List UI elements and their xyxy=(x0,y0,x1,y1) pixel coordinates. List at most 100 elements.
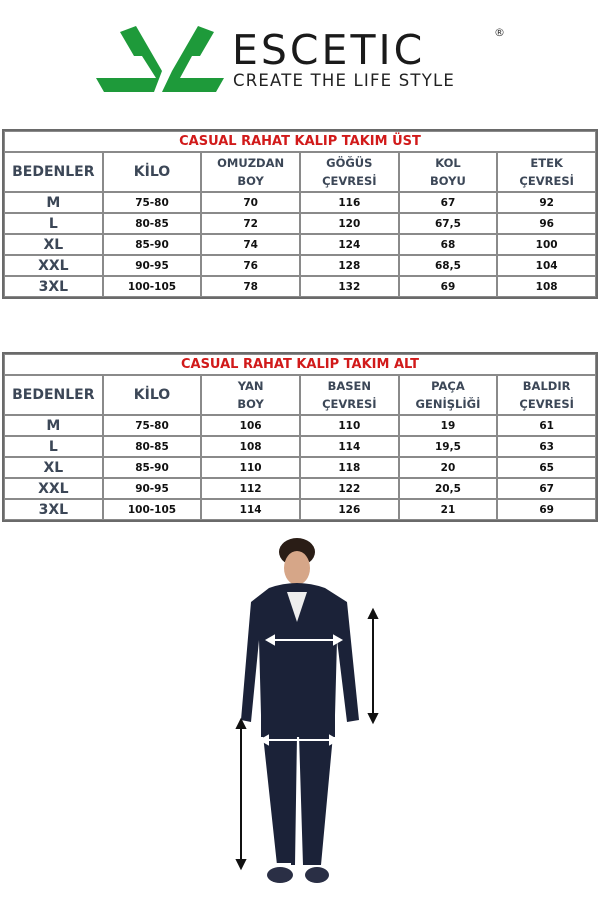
column-header-line: KİLO xyxy=(133,164,171,180)
model-measurement-illustration xyxy=(235,538,379,883)
value-cell: 100 xyxy=(497,234,596,255)
value-cell: 78 xyxy=(201,276,300,297)
table-row: 3XL 100-105 78 132 69 108 xyxy=(4,276,596,297)
size-cell: M xyxy=(4,415,103,436)
size-cell: XL xyxy=(4,457,103,478)
value-cell: 112 xyxy=(201,478,300,499)
column-header: PAÇA GENİŞLİĞİ xyxy=(398,375,498,415)
value-cell: 100-105 xyxy=(102,499,202,520)
value-cell: 110 xyxy=(201,457,300,478)
column-header-line: YAN xyxy=(237,379,264,393)
value-cell: 67,5 xyxy=(398,213,498,234)
value-cell: 69 xyxy=(497,499,596,520)
column-header-line: ÇEVRESİ xyxy=(519,174,574,188)
value-cell: 132 xyxy=(299,276,399,297)
table-row: XL 85-90 110 118 20 65 xyxy=(4,457,596,478)
table-row: L 80-85 72 120 67,5 96 xyxy=(4,213,596,234)
column-header: KİLO xyxy=(102,375,202,415)
column-header-line: PAÇA xyxy=(431,379,465,393)
value-cell: 65 xyxy=(497,457,596,478)
table-row: 3XL 100-105 114 126 21 69 xyxy=(4,499,596,520)
value-cell: 90-95 xyxy=(102,478,202,499)
value-cell: 67 xyxy=(497,478,596,499)
model-face xyxy=(284,551,310,585)
column-header-line: OMUZDAN xyxy=(217,156,285,170)
value-cell: 108 xyxy=(201,436,300,457)
value-cell: 20,5 xyxy=(398,478,498,499)
column-header-line: BOY xyxy=(237,397,264,411)
column-header: BASEN ÇEVRESİ xyxy=(299,375,399,415)
column-header: KİLO xyxy=(102,152,202,192)
column-header-line: BALDIR xyxy=(522,379,571,393)
column-header-line: GÖĞÜS xyxy=(326,156,373,170)
size-cell: M xyxy=(4,192,103,213)
value-cell: 61 xyxy=(497,415,596,436)
table-row: XXL 90-95 112 122 20,5 67 xyxy=(4,478,596,499)
model-left-shoe xyxy=(267,867,293,883)
header-row: BEDENLER KİLO OMUZDAN BOY GÖĞÜS ÇEVRESİ KOL BOY… xyxy=(4,152,596,192)
size-cell: 3XL xyxy=(4,499,103,520)
value-cell: 114 xyxy=(299,436,399,457)
column-header-line: BOYU xyxy=(430,174,466,188)
value-cell: 100-105 xyxy=(102,276,202,297)
value-cell: 74 xyxy=(201,234,300,255)
value-cell: 114 xyxy=(201,499,300,520)
column-header: BALDIR ÇEVRESİ xyxy=(497,375,596,415)
value-cell: 128 xyxy=(299,255,399,276)
brand-name: ESCETIC xyxy=(232,26,426,74)
column-header-line: BEDENLER xyxy=(12,164,95,180)
measurement-arrows-white xyxy=(258,634,344,865)
measurement-arrows-black xyxy=(235,607,379,871)
value-cell: 85-90 xyxy=(102,457,202,478)
value-cell: 67 xyxy=(398,192,498,213)
table-row: XXL 90-95 76 128 68,5 104 xyxy=(4,255,596,276)
registered-mark: ® xyxy=(494,26,505,39)
value-cell: 68 xyxy=(398,234,498,255)
model-right-shoe xyxy=(305,867,329,883)
size-cell: XL xyxy=(4,234,103,255)
size-cell: 3XL xyxy=(4,276,103,297)
table-row: M 75-80 106 110 19 61 xyxy=(4,415,596,436)
column-header: KOL BOYU xyxy=(398,152,498,192)
column-header-line: KİLO xyxy=(133,387,171,403)
logo-left-mark xyxy=(96,26,162,92)
value-cell: 104 xyxy=(497,255,596,276)
logo-right-mark xyxy=(162,26,224,92)
column-header-line: BOY xyxy=(237,174,264,188)
value-cell: 92 xyxy=(497,192,596,213)
value-cell: 19,5 xyxy=(398,436,498,457)
table-row: XL 85-90 74 124 68 100 xyxy=(4,234,596,255)
value-cell: 75-80 xyxy=(102,192,202,213)
value-cell: 68,5 xyxy=(398,255,498,276)
column-header-line: GENİŞLİĞİ xyxy=(415,397,481,411)
top-size-table: CASUAL RAHAT KALIP TAKIM ÜST BEDENLER KİLO… xyxy=(2,129,598,299)
column-header-line: KOL xyxy=(435,156,461,170)
value-cell: 85-90 xyxy=(102,234,202,255)
value-cell: 116 xyxy=(299,192,399,213)
escetic-logo-icon xyxy=(96,26,224,92)
column-header-line: BEDENLER xyxy=(12,387,95,403)
value-cell: 21 xyxy=(398,499,498,520)
value-cell: 70 xyxy=(201,192,300,213)
column-header-line: ÇEVRESİ xyxy=(322,174,377,188)
column-header: OMUZDAN BOY xyxy=(201,152,300,192)
table-title: CASUAL RAHAT KALIP TAKIM ÜST xyxy=(4,131,596,152)
column-header-line: ÇEVRESİ xyxy=(322,397,377,411)
column-header-line: BASEN xyxy=(327,379,372,393)
model-tshirt xyxy=(287,592,307,622)
header-row: BEDENLER KİLO YAN BOY BASEN ÇEVRESİ PAÇA GENİŞL… xyxy=(4,375,596,415)
value-cell: 118 xyxy=(299,457,399,478)
column-header: BEDENLER xyxy=(4,152,103,192)
column-header: GÖĞÜS ÇEVRESİ xyxy=(299,152,399,192)
column-header-line: ETEK xyxy=(530,156,563,170)
value-cell: 75-80 xyxy=(102,415,202,436)
value-cell: 90-95 xyxy=(102,255,202,276)
value-cell: 110 xyxy=(299,415,399,436)
value-cell: 106 xyxy=(201,415,300,436)
value-cell: 19 xyxy=(398,415,498,436)
value-cell: 126 xyxy=(299,499,399,520)
size-cell: L xyxy=(4,436,103,457)
column-header: YAN BOY xyxy=(201,375,300,415)
value-cell: 122 xyxy=(299,478,399,499)
value-cell: 20 xyxy=(398,457,498,478)
